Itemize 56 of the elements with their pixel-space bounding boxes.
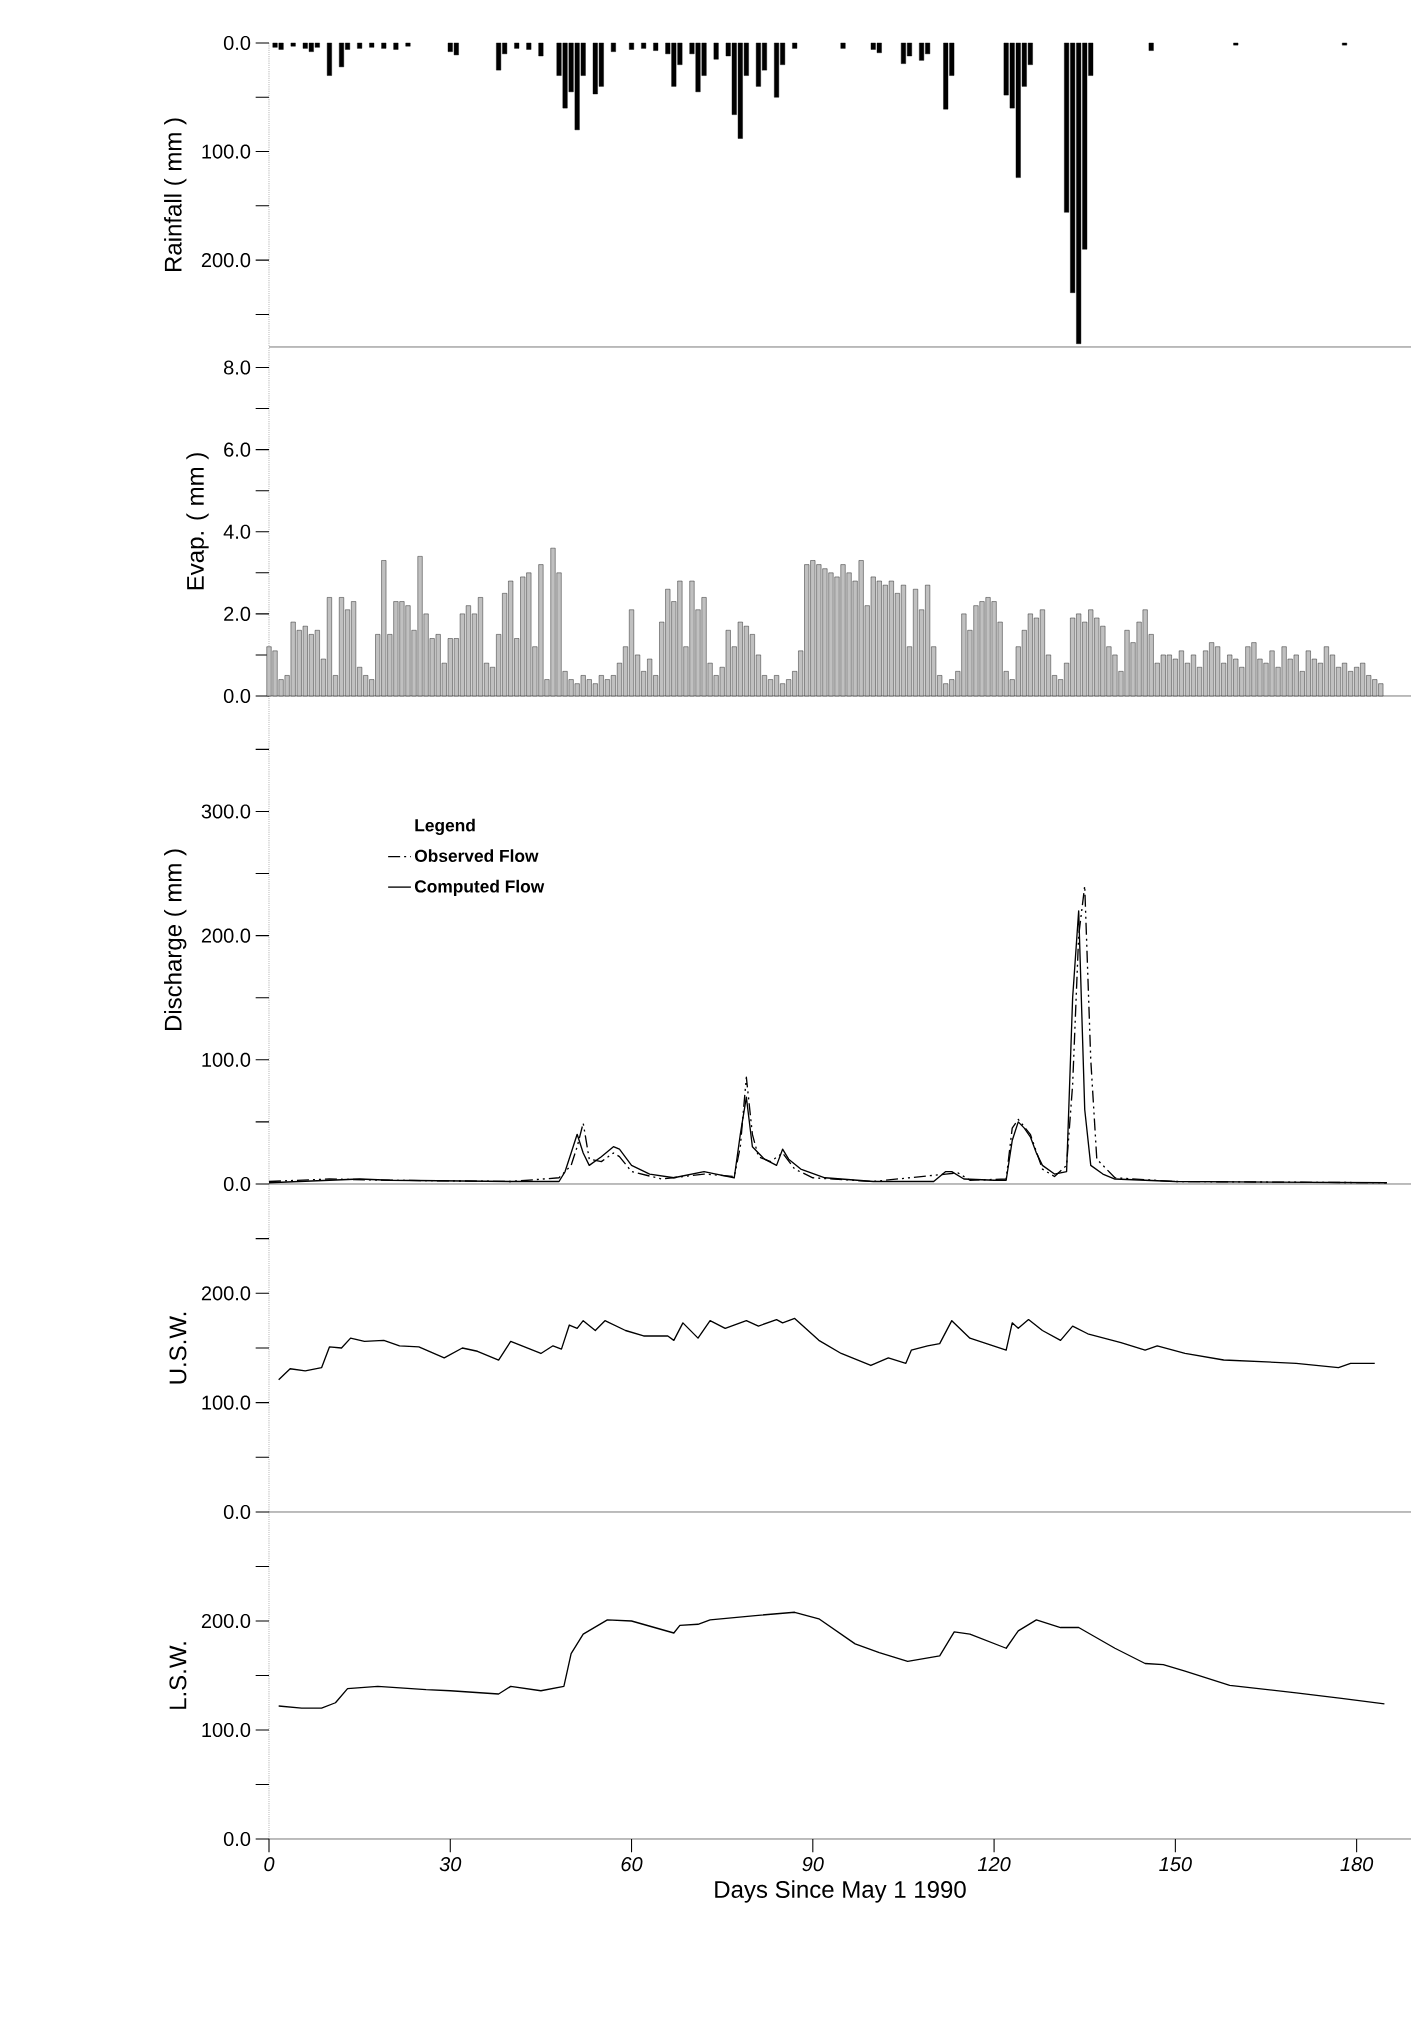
bar: [514, 42, 520, 49]
y-axis-title: L.S.W.: [169, 1642, 187, 1709]
y-tick-label: 300.0: [201, 804, 251, 819]
bar: [369, 42, 375, 48]
legend-label: Observed Flow: [414, 849, 539, 862]
x-tick-label: 120: [977, 1857, 1011, 1872]
y-tick-label: 0.0: [223, 688, 251, 704]
bar: [610, 42, 616, 52]
bar: [290, 42, 296, 47]
y-tick-label: 100.0: [202, 1052, 251, 1067]
bar: [653, 42, 659, 51]
y-axis-title: Rainfall ( mm ): [164, 118, 187, 272]
bar: [1342, 42, 1348, 46]
x-tick-label: 30: [439, 1857, 462, 1872]
y-tick-label: 100.0: [202, 1395, 251, 1410]
y-axis-title: U.S.W.: [169, 1312, 187, 1384]
y-tick-label: 4.0: [223, 524, 251, 539]
bar: [1148, 42, 1154, 51]
y-tick-label: 8.0: [224, 360, 251, 375]
x-tick-label: 150: [1159, 1857, 1192, 1872]
x-tick-label: 60: [621, 1857, 643, 1872]
bar: [629, 42, 635, 50]
y-axis-title: Discharge ( mm ): [164, 849, 187, 1031]
bar: [405, 42, 411, 47]
x-tick-label: 180: [1340, 1857, 1374, 1872]
bar: [357, 42, 363, 49]
y-tick-label: 6.0: [224, 442, 251, 457]
legend-title: Legend: [415, 818, 475, 835]
y-tick-label: 200.0: [201, 253, 251, 268]
bar: [713, 42, 719, 60]
y-tick-label: 200.0: [201, 928, 251, 943]
bar: [393, 42, 399, 50]
y-tick-label: 100.0: [202, 144, 251, 159]
y-tick-label: 2.0: [224, 606, 251, 621]
y-tick-label: 0.0: [223, 35, 251, 51]
bar: [641, 42, 647, 49]
y-tick-label: 0.0: [223, 1504, 251, 1520]
bar: [792, 42, 798, 49]
y-axis-title: Evap. ( mm ): [186, 453, 209, 590]
line-series: [278, 1317, 1376, 1381]
bar: [526, 42, 532, 50]
bar: [840, 42, 846, 49]
x-tick-label: 0: [264, 1857, 275, 1872]
bar: [538, 42, 544, 57]
y-tick-label: 100.0: [202, 1722, 251, 1738]
legend-label: Computed Flow: [414, 879, 545, 896]
bar: [381, 42, 387, 49]
x-axis-title: Days Since May 1 1990: [715, 1880, 966, 1903]
bar: [1233, 42, 1239, 46]
bar: [326, 42, 332, 76]
line-series: [278, 1611, 1386, 1709]
y-tick-label: 0.0: [223, 1831, 251, 1847]
x-tick-label: 90: [802, 1857, 824, 1872]
y-tick-label: 200.0: [201, 1613, 251, 1629]
y-tick-label: 0.0: [223, 1176, 251, 1192]
y-tick-label: 200.0: [201, 1286, 251, 1301]
